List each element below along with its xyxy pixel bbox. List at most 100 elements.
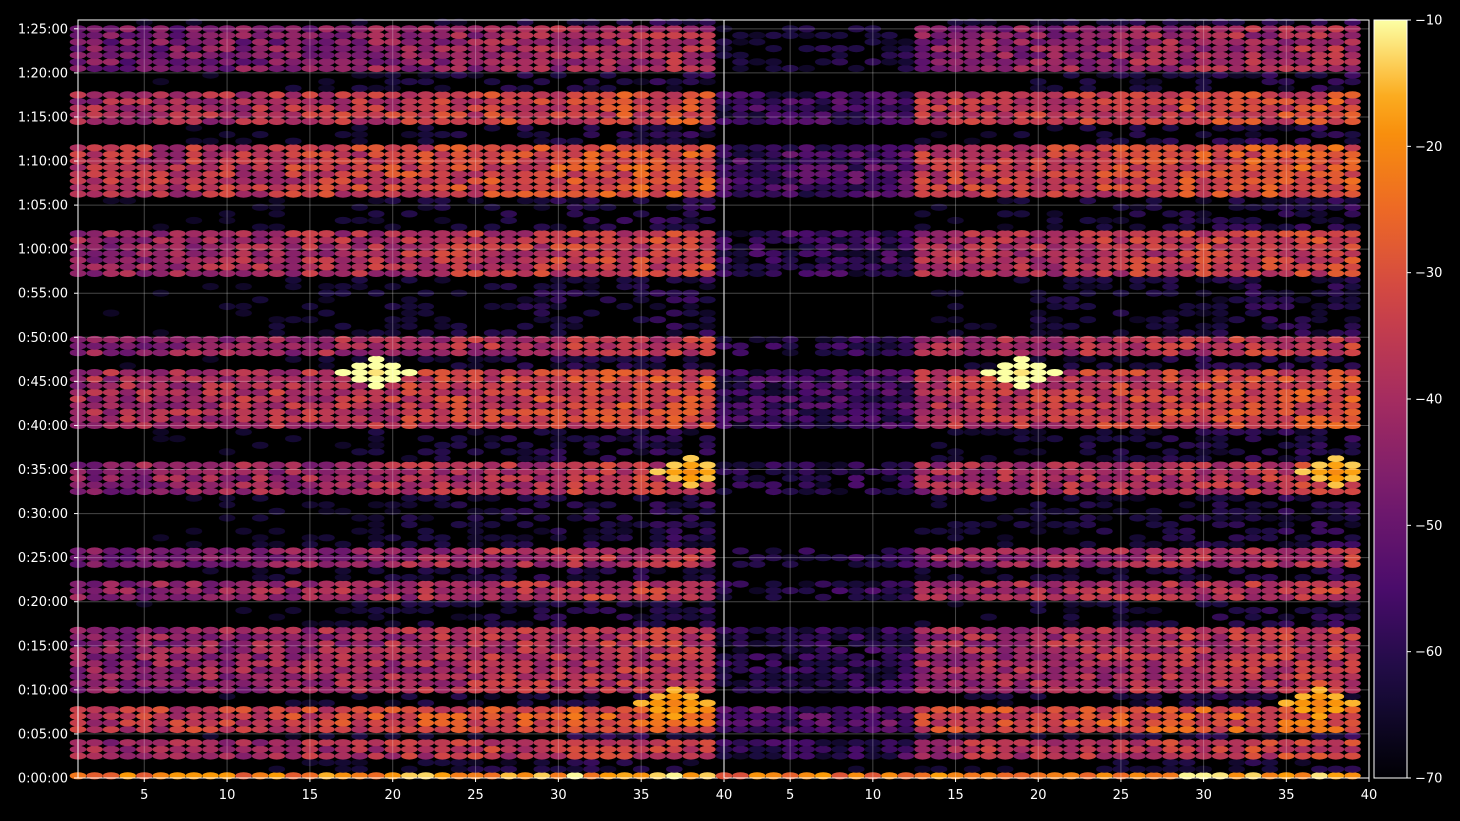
heat-cell bbox=[914, 488, 931, 495]
heat-cell bbox=[351, 105, 368, 112]
heat-cell bbox=[434, 184, 451, 191]
heat-cell bbox=[1013, 415, 1030, 422]
heat-cell bbox=[798, 581, 815, 588]
heat-cell bbox=[351, 356, 368, 363]
heat-cell bbox=[1013, 752, 1030, 759]
heat-cell bbox=[1013, 210, 1030, 217]
heat-cell bbox=[418, 746, 435, 753]
heat-cell bbox=[848, 739, 865, 746]
heat-cell bbox=[683, 389, 700, 396]
heat-cell bbox=[980, 739, 997, 746]
heat-cell bbox=[600, 475, 617, 482]
heat-cell bbox=[252, 164, 269, 171]
heat-cell bbox=[600, 501, 617, 508]
heat-cell bbox=[368, 329, 385, 336]
heat-cell bbox=[517, 693, 534, 700]
heat-cell bbox=[683, 303, 700, 310]
heat-cell bbox=[848, 191, 865, 198]
heat-cell bbox=[534, 660, 551, 667]
heat-cell bbox=[914, 389, 931, 396]
heat-cell bbox=[484, 442, 501, 449]
heat-cell bbox=[534, 633, 551, 640]
heat-cell bbox=[434, 567, 451, 574]
heat-cell bbox=[567, 349, 584, 356]
heat-cell bbox=[368, 362, 385, 369]
heat-cell bbox=[368, 217, 385, 224]
heat-cell bbox=[583, 488, 600, 495]
heat-cell bbox=[235, 98, 252, 105]
heat-cell bbox=[119, 409, 136, 416]
heat-cell bbox=[169, 746, 186, 753]
heat-cell bbox=[103, 257, 120, 264]
heat-cell bbox=[418, 462, 435, 469]
heat-cell bbox=[683, 541, 700, 548]
heat-cell bbox=[832, 164, 849, 171]
heat-cell bbox=[997, 105, 1014, 112]
heat-cell bbox=[649, 144, 666, 151]
heat-cell bbox=[434, 32, 451, 39]
heat-cell bbox=[881, 666, 898, 673]
heat-cell bbox=[914, 343, 931, 350]
heat-cell bbox=[1080, 627, 1097, 634]
heat-cell bbox=[186, 184, 203, 191]
heat-cell bbox=[815, 32, 832, 39]
heat-cell bbox=[252, 191, 269, 198]
heat-cell bbox=[269, 38, 286, 45]
heat-cell bbox=[683, 356, 700, 363]
heat-cell bbox=[848, 151, 865, 158]
heat-cell bbox=[600, 151, 617, 158]
heat-cell bbox=[980, 45, 997, 52]
heat-cell bbox=[898, 666, 915, 673]
heat-cell bbox=[269, 343, 286, 350]
heat-cell bbox=[683, 475, 700, 482]
heat-cell bbox=[649, 633, 666, 640]
heat-cell bbox=[269, 627, 286, 634]
heat-cell bbox=[269, 105, 286, 112]
heat-cell bbox=[517, 45, 534, 52]
heat-cell bbox=[798, 250, 815, 257]
heat-cell bbox=[1013, 257, 1030, 264]
heat-cell bbox=[666, 693, 683, 700]
heat-cell bbox=[1063, 746, 1080, 753]
heat-cell bbox=[86, 263, 103, 270]
heat-cell bbox=[169, 58, 186, 65]
heat-cell bbox=[119, 362, 136, 369]
heat-cell bbox=[583, 98, 600, 105]
heat-cell bbox=[765, 752, 782, 759]
heat-cell bbox=[169, 389, 186, 396]
heat-cell bbox=[186, 541, 203, 548]
heat-cell bbox=[534, 766, 551, 773]
heat-cell bbox=[898, 52, 915, 59]
heat-cell bbox=[534, 105, 551, 112]
heat-cell bbox=[616, 402, 633, 409]
heat-cell bbox=[732, 739, 749, 746]
heat-cell bbox=[103, 177, 120, 184]
heat-cell bbox=[699, 719, 716, 726]
heat-cell bbox=[119, 581, 136, 588]
heat-cell bbox=[252, 680, 269, 687]
heat-cell bbox=[898, 660, 915, 667]
heat-cell bbox=[1047, 719, 1064, 726]
heat-cell bbox=[600, 706, 617, 713]
heat-cell bbox=[1080, 488, 1097, 495]
heat-cell bbox=[252, 726, 269, 733]
heat-cell bbox=[202, 164, 219, 171]
heat-cell bbox=[567, 607, 584, 614]
heat-cell bbox=[86, 462, 103, 469]
heat-cell bbox=[914, 382, 931, 389]
heat-cell bbox=[848, 395, 865, 402]
heat-cell bbox=[699, 369, 716, 376]
heat-cell bbox=[119, 462, 136, 469]
heat-cell bbox=[484, 673, 501, 680]
heat-cell bbox=[980, 653, 997, 660]
heat-cell bbox=[732, 666, 749, 673]
heat-cell bbox=[252, 270, 269, 277]
heat-cell bbox=[964, 647, 981, 654]
heat-cell bbox=[153, 746, 170, 753]
heat-cell bbox=[235, 310, 252, 317]
heat-cell bbox=[418, 660, 435, 667]
heat-cell bbox=[1080, 706, 1097, 713]
heat-cell bbox=[914, 118, 931, 125]
heat-cell bbox=[500, 257, 517, 264]
heat-cell bbox=[964, 257, 981, 264]
